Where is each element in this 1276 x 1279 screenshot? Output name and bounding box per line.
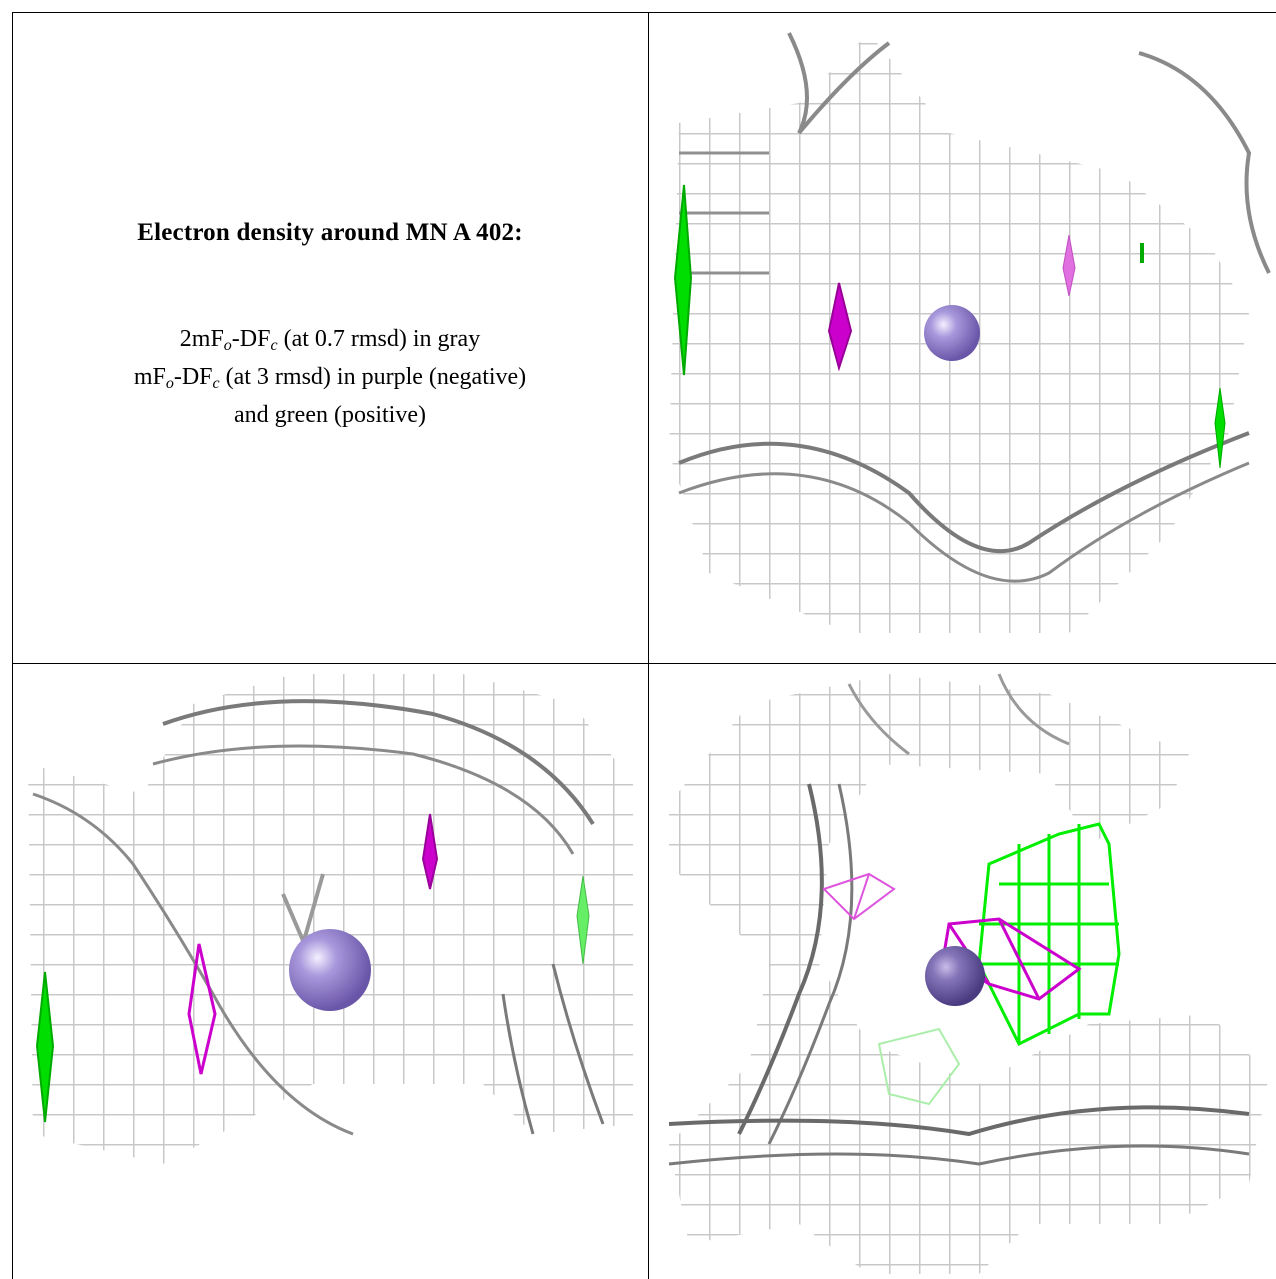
- caption-cell: Electron density around MN A 402: 2mFo-D…: [12, 12, 648, 663]
- negative-density-blob: [421, 813, 439, 890]
- border-center: [648, 12, 649, 1279]
- caption-line-diff: mFo-DFc (at 3 rmsd) in purple (negative): [133, 364, 527, 392]
- manganese-ion-sphere: [924, 305, 980, 361]
- density-view-top-right: [649, 13, 1276, 663]
- negative-density-blob: [1062, 234, 1076, 297]
- density-mesh-ridge: [737, 783, 824, 1135]
- caption-line-gray: 2mFo-DFc (at 0.7 rmsd) in gray: [179, 326, 481, 354]
- mesh-render-bottom-left: [28, 674, 633, 1164]
- mesh-render-bottom-right: [668, 673, 1269, 1274]
- border-top: [12, 12, 1276, 13]
- negative-density-blob: [187, 943, 217, 1075]
- density-mesh-ridge: [678, 431, 1250, 554]
- density-view-bottom-left: [13, 664, 648, 1279]
- positive-density-blob: [576, 875, 590, 965]
- positive-density-blob: [1214, 387, 1226, 469]
- caption-title: Electron density around MN A 402:: [137, 219, 523, 246]
- positive-density-blob: [1140, 243, 1144, 263]
- negative-density-blob: [827, 282, 853, 372]
- mesh-render-top-right: [669, 32, 1271, 633]
- density-mesh-ridge: [162, 699, 595, 826]
- border-middle: [12, 663, 1276, 664]
- manganese-ion-sphere: [289, 929, 371, 1011]
- density-mesh: [28, 674, 633, 1164]
- positive-density-mesh: [977, 822, 1121, 1047]
- positive-density-blob: [673, 184, 693, 376]
- positive-density-mesh: [877, 1027, 961, 1106]
- manganese-ion-sphere: [925, 946, 985, 1006]
- positive-density-blob: [35, 971, 55, 1123]
- caption-body: 2mFo-DFc (at 0.7 rmsd) in gray mFo-DFc (…: [12, 320, 648, 434]
- border-left: [12, 12, 13, 1279]
- density-view-bottom-right: [649, 664, 1276, 1279]
- caption-line-green: and green (positive): [234, 402, 426, 428]
- negative-density-mesh: [822, 872, 896, 921]
